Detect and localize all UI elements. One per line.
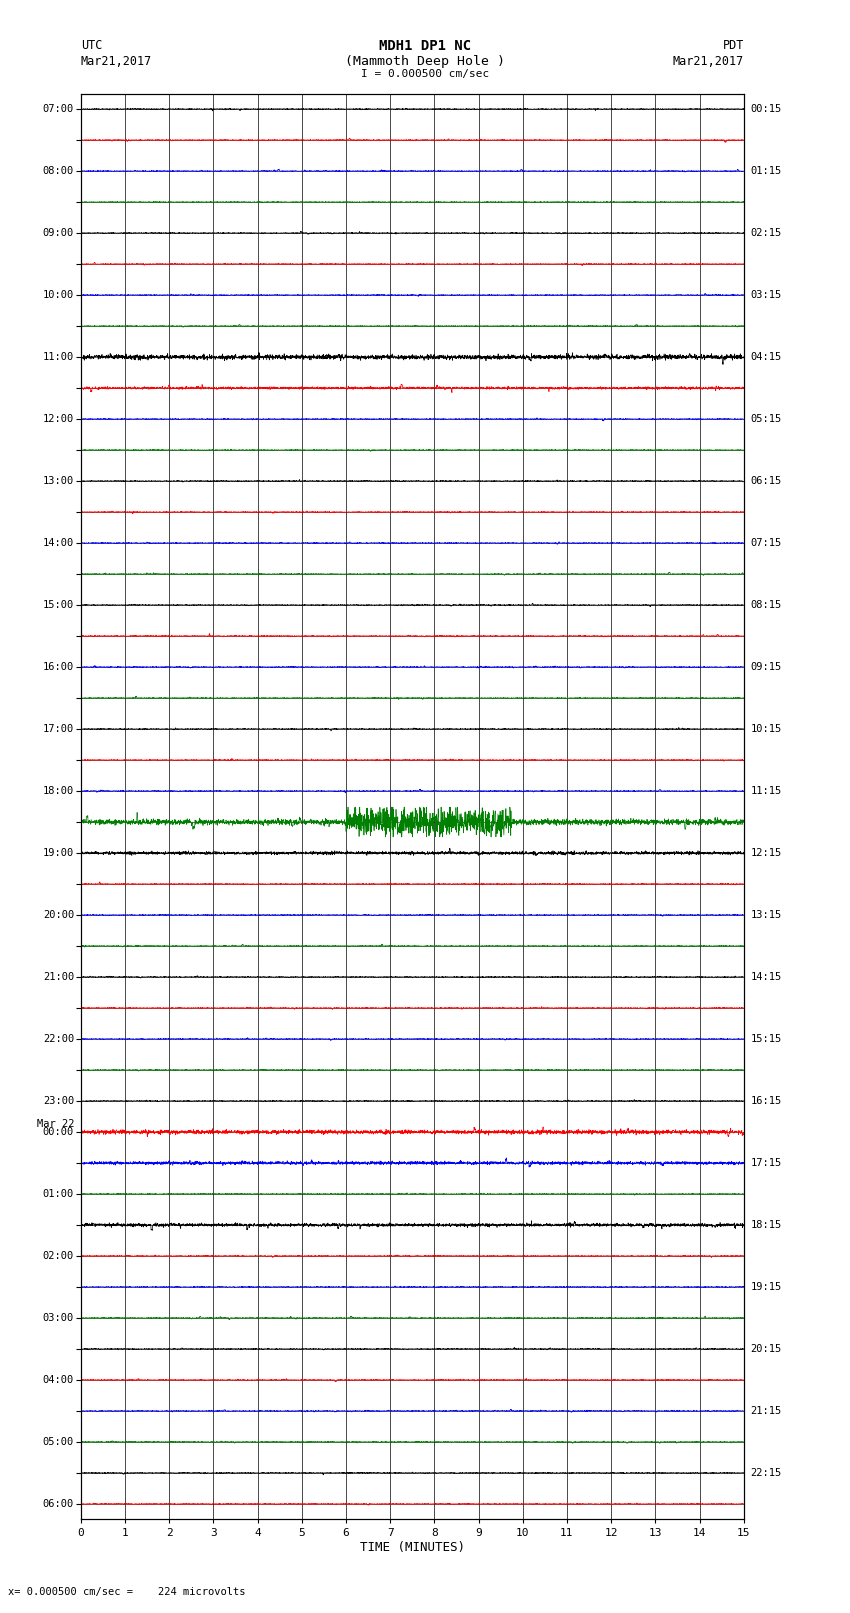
Text: 02:00: 02:00: [42, 1252, 74, 1261]
Text: 19:00: 19:00: [42, 848, 74, 858]
Text: 13:00: 13:00: [42, 476, 74, 486]
Text: 05:15: 05:15: [751, 415, 782, 424]
Text: Mar21,2017: Mar21,2017: [81, 55, 152, 68]
Text: I = 0.000500 cm/sec: I = 0.000500 cm/sec: [361, 69, 489, 79]
Text: 02:15: 02:15: [751, 227, 782, 239]
Text: 11:00: 11:00: [42, 352, 74, 361]
Text: 16:00: 16:00: [42, 661, 74, 673]
Text: 09:15: 09:15: [751, 661, 782, 673]
Text: UTC: UTC: [81, 39, 102, 52]
Text: 00:15: 00:15: [751, 105, 782, 115]
Text: Mar 22: Mar 22: [37, 1119, 74, 1129]
Text: 06:00: 06:00: [42, 1498, 74, 1508]
Text: 06:15: 06:15: [751, 476, 782, 486]
Text: 04:00: 04:00: [42, 1374, 74, 1386]
Text: 15:00: 15:00: [42, 600, 74, 610]
Text: 09:00: 09:00: [42, 227, 74, 239]
Text: 15:15: 15:15: [751, 1034, 782, 1044]
Text: 21:00: 21:00: [42, 973, 74, 982]
Text: 10:00: 10:00: [42, 290, 74, 300]
Text: 21:15: 21:15: [751, 1407, 782, 1416]
Text: 13:15: 13:15: [751, 910, 782, 919]
Text: 20:15: 20:15: [751, 1344, 782, 1353]
Text: PDT: PDT: [722, 39, 744, 52]
Text: 22:15: 22:15: [751, 1468, 782, 1478]
Text: 18:15: 18:15: [751, 1219, 782, 1231]
Text: 12:00: 12:00: [42, 415, 74, 424]
Text: 17:15: 17:15: [751, 1158, 782, 1168]
Text: (Mammoth Deep Hole ): (Mammoth Deep Hole ): [345, 55, 505, 68]
Text: 22:00: 22:00: [42, 1034, 74, 1044]
Text: 20:00: 20:00: [42, 910, 74, 919]
Text: 07:15: 07:15: [751, 539, 782, 548]
Text: 23:00: 23:00: [42, 1095, 74, 1107]
Text: MDH1 DP1 NC: MDH1 DP1 NC: [379, 39, 471, 53]
Text: 05:00: 05:00: [42, 1437, 74, 1447]
Text: x= 0.000500 cm/sec =    224 microvolts: x= 0.000500 cm/sec = 224 microvolts: [8, 1587, 246, 1597]
Text: 16:15: 16:15: [751, 1095, 782, 1107]
Text: 19:15: 19:15: [751, 1282, 782, 1292]
Text: 01:15: 01:15: [751, 166, 782, 176]
Text: 07:00: 07:00: [42, 105, 74, 115]
Text: 17:00: 17:00: [42, 724, 74, 734]
Text: 10:15: 10:15: [751, 724, 782, 734]
X-axis label: TIME (MINUTES): TIME (MINUTES): [360, 1542, 465, 1555]
Text: 03:15: 03:15: [751, 290, 782, 300]
Text: 03:00: 03:00: [42, 1313, 74, 1323]
Text: 08:00: 08:00: [42, 166, 74, 176]
Text: Mar21,2017: Mar21,2017: [672, 55, 744, 68]
Text: 08:15: 08:15: [751, 600, 782, 610]
Text: 12:15: 12:15: [751, 848, 782, 858]
Text: 00:00: 00:00: [42, 1127, 74, 1137]
Text: 04:15: 04:15: [751, 352, 782, 361]
Text: 18:00: 18:00: [42, 786, 74, 795]
Text: 01:00: 01:00: [42, 1189, 74, 1198]
Text: 11:15: 11:15: [751, 786, 782, 795]
Text: 14:15: 14:15: [751, 973, 782, 982]
Text: 14:00: 14:00: [42, 539, 74, 548]
